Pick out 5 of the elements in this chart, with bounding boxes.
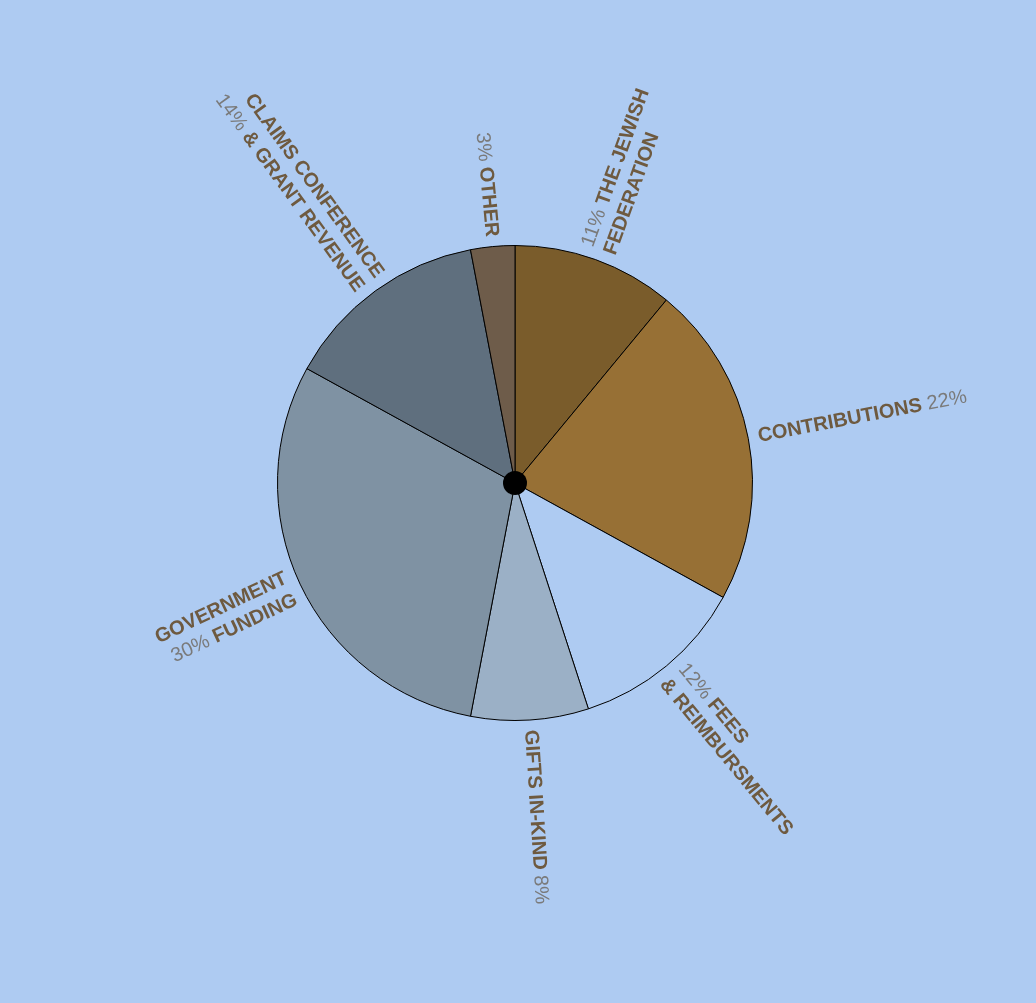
slice-label: OTHER (475, 165, 505, 239)
data-label: 22% (924, 384, 969, 414)
data-label: 8% (529, 868, 554, 905)
data-label: 3% (472, 131, 498, 163)
slice-label: GIFTS IN-KIND (521, 729, 552, 871)
